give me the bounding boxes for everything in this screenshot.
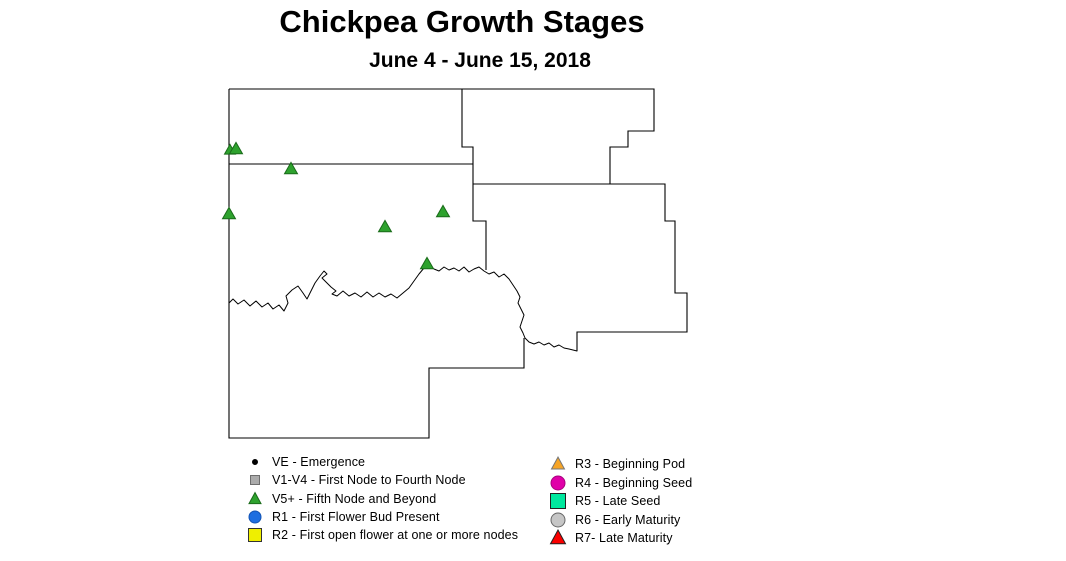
- legend-item-label: R6 - Early Maturity: [575, 512, 681, 527]
- v5-growth-stage-marker: [283, 161, 299, 175]
- v5-growth-stage-marker: [377, 219, 393, 233]
- v5-growth-stage-marker: [419, 256, 435, 270]
- ve-dot-icon: [252, 459, 258, 466]
- legend-marker-shape: [550, 456, 566, 470]
- legend-item-label: R3 - Beginning Pod: [575, 457, 686, 472]
- legend-marker-shape: [550, 475, 566, 491]
- legend-marker-shape: [252, 459, 258, 466]
- legend-item-label: R7- Late Maturity: [575, 531, 673, 546]
- legend-marker-shape: [248, 528, 262, 543]
- legend-item-ve: VE - Emergence: [246, 453, 518, 471]
- r5-square-icon: [550, 493, 566, 510]
- v5-growth-stage-marker: [435, 204, 451, 218]
- v5-growth-stage-marker: [228, 141, 244, 155]
- legend-item-r5: R5 - Late Seed: [549, 492, 692, 511]
- r7-triangle-icon: [549, 529, 567, 545]
- legend-item-label: V5+ - Fifth Node and Beyond: [272, 491, 437, 506]
- river-line: [228, 264, 578, 352]
- county-boundary-outline: [228, 88, 688, 439]
- v5-triangle-icon: [248, 491, 262, 504]
- legend-item-label: R1 - First Flower Bud Present: [272, 510, 440, 525]
- r6-circle-icon: [550, 512, 566, 528]
- legend-item-r3: R3 - Beginning Pod: [549, 455, 692, 474]
- legend-column-left: VE - Emergence V1-V4 - First Node to Four…: [246, 453, 518, 544]
- legend-item-label: R2 - First open flower at one or more no…: [272, 528, 519, 543]
- legend-item-r7: R7- Late Maturity: [549, 529, 692, 548]
- legend-item-v1v4: V1-V4 - First Node to Fourth Node: [246, 471, 518, 489]
- legend-item-r6: R6 - Early Maturity: [549, 511, 692, 530]
- figure-subtitle: June 4 - June 15, 2018: [369, 49, 591, 72]
- legend-item-r4: R4 - Beginning Seed: [549, 474, 692, 493]
- r3-triangle-icon: [550, 456, 566, 470]
- county-boundaries: [228, 88, 688, 439]
- v5-growth-stage-marker: [221, 206, 237, 220]
- legend-marker-shape: [248, 510, 262, 524]
- legend-marker-shape: [550, 493, 566, 510]
- legend-item-label: R4 - Beginning Seed: [575, 475, 693, 490]
- legend-marker-shape: [250, 475, 260, 486]
- r2-square-icon: [248, 528, 262, 543]
- r1-circle-icon: [248, 510, 262, 524]
- r4-circle-icon: [550, 475, 566, 491]
- figure-title: Chickpea Growth Stages: [279, 4, 645, 39]
- v1v4-square-icon: [250, 475, 260, 486]
- legend-item-v5: V5+ - Fifth Node and Beyond: [246, 490, 518, 508]
- legend-marker-shape: [550, 512, 566, 528]
- map-markers: [221, 141, 451, 270]
- legend-item-label: V1-V4 - First Node to Fourth Node: [272, 473, 466, 488]
- legend-item-label: VE - Emergence: [272, 455, 366, 470]
- legend-marker-shape: [549, 529, 567, 545]
- legend-marker-shape: [248, 491, 262, 504]
- legend-item-r1: R1 - First Flower Bud Present: [246, 508, 518, 526]
- legend-item-r2: R2 - First open flower at one or more no…: [246, 526, 518, 544]
- legend-column-right: R3 - Beginning Pod R4 - Beginning Seed R5 …: [549, 455, 692, 548]
- legend-item-label: R5 - Late Seed: [575, 494, 661, 509]
